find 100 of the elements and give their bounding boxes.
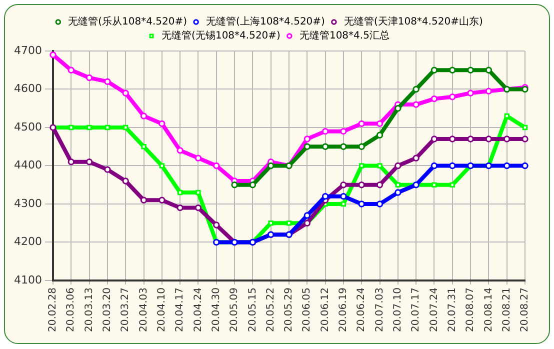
- point: [322, 128, 329, 135]
- point: [340, 182, 347, 188]
- point: [358, 182, 365, 188]
- x-tick-label: 20.05.15: [247, 287, 258, 332]
- point: [213, 222, 220, 228]
- x-tick-label: 20.06.24: [356, 287, 368, 332]
- point: [522, 136, 528, 142]
- legend-label: 无缝管(上海108*4.520#): [206, 16, 326, 28]
- point: [412, 86, 420, 93]
- point: [450, 182, 455, 188]
- point: [322, 192, 329, 200]
- point: [376, 120, 384, 128]
- x-tick-label: 20.05.29: [284, 287, 295, 332]
- point: [176, 204, 184, 212]
- point: [394, 105, 402, 112]
- x-tick-label: 20.04.10: [156, 287, 168, 332]
- point: [231, 182, 238, 188]
- point: [249, 182, 256, 188]
- legend-label: 无缝管(天津108*4.520#山东): [344, 16, 483, 28]
- point: [176, 147, 184, 154]
- point: [430, 136, 438, 142]
- point: [140, 112, 148, 120]
- y-tick-label: 4400: [14, 158, 42, 172]
- point: [359, 163, 364, 168]
- point: [304, 136, 310, 142]
- point: [412, 154, 420, 162]
- x-tick-label: 20.08.27: [520, 287, 531, 332]
- point: [522, 162, 528, 170]
- point: [412, 101, 420, 108]
- point: [104, 78, 111, 85]
- point: [267, 162, 274, 170]
- point: [358, 200, 365, 208]
- point: [503, 162, 510, 170]
- point: [158, 120, 166, 128]
- point: [467, 90, 474, 96]
- point: [322, 143, 329, 150]
- point: [340, 128, 347, 135]
- x-tick-label: 20.03.27: [120, 287, 132, 332]
- point: [340, 192, 347, 200]
- point: [430, 66, 438, 74]
- x-tick-label: 20.04.30: [210, 287, 222, 332]
- point: [177, 190, 183, 196]
- x-tick-label: 20.04.17: [174, 287, 186, 332]
- x-tick-label: 20.04.24: [192, 287, 204, 332]
- point: [394, 162, 402, 170]
- point: [340, 201, 346, 207]
- x-tick-label: 20.07.10: [392, 287, 404, 332]
- x-tick-label: 20.08.07: [465, 287, 476, 332]
- point: [467, 136, 474, 142]
- point: [467, 66, 474, 74]
- point: [358, 143, 365, 150]
- x-tick-label: 20.03.13: [84, 287, 95, 332]
- point: [395, 182, 401, 188]
- x-tick-label: 20.05.09: [229, 287, 240, 332]
- point: [430, 95, 438, 102]
- x-tick-label: 20.06.05: [302, 287, 313, 332]
- point: [68, 158, 74, 166]
- point: [86, 124, 92, 130]
- point: [213, 162, 220, 170]
- x-tick-label: 20.08.14: [483, 287, 494, 332]
- legend-label: 无缝管(乐从108*4.520#): [68, 16, 188, 28]
- x-tick-label: 20.05.22: [265, 287, 276, 332]
- point: [122, 178, 129, 184]
- x-tick-label: 20.07.17: [410, 287, 422, 332]
- legend-label: 无缝管108*4.5汇总: [299, 30, 390, 42]
- point: [158, 196, 166, 204]
- y-tick-label: 4200: [14, 235, 42, 248]
- point: [376, 182, 384, 188]
- x-tick-label: 20.04.03: [138, 287, 150, 332]
- point: [194, 154, 202, 162]
- point: [286, 220, 292, 226]
- point: [485, 136, 492, 142]
- point: [485, 66, 492, 74]
- point: [68, 124, 74, 130]
- point: [196, 190, 201, 196]
- y-tick-label: 4100: [14, 273, 42, 286]
- point: [122, 90, 129, 96]
- x-tick-label: 20.02.28: [48, 287, 59, 332]
- point: [123, 124, 128, 130]
- point: [376, 200, 384, 208]
- point: [449, 94, 456, 100]
- point: [485, 88, 492, 95]
- x-tick-label: 20.08.21: [501, 287, 512, 332]
- y-tick-label: 4500: [14, 120, 42, 134]
- x-tick-label: 20.03.20: [102, 287, 114, 332]
- point: [304, 212, 310, 219]
- point: [376, 132, 384, 138]
- point: [432, 182, 437, 188]
- point: [304, 143, 310, 150]
- point: [86, 158, 93, 166]
- point: [449, 66, 456, 74]
- point: [522, 124, 528, 130]
- y-tick-label: 4600: [14, 82, 42, 96]
- x-tick-label: 20.06.19: [338, 287, 350, 332]
- point: [377, 163, 382, 168]
- y-tick-label: 4700: [14, 44, 42, 57]
- x-tick-label: 20.07.31: [446, 287, 458, 332]
- x-tick-label: 20.07.03: [374, 287, 386, 332]
- point: [449, 162, 456, 170]
- point: [104, 124, 110, 130]
